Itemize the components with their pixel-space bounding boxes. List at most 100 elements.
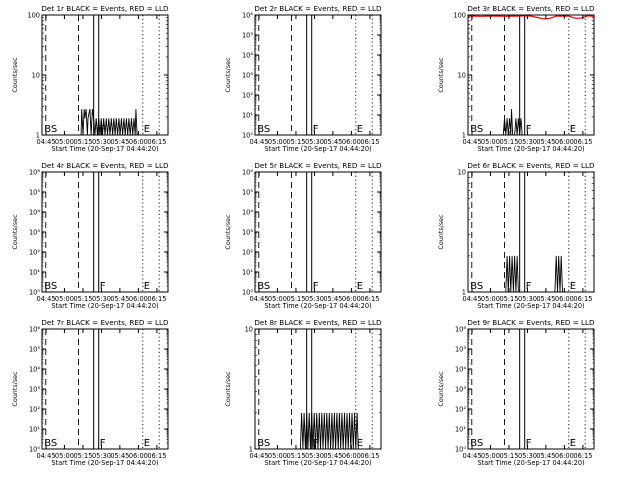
det-8r-xtick-label-5: 06:00 [342, 452, 361, 460]
det-6r-ytick-label-1: 10 [458, 169, 466, 177]
det-6r-marker-bs: BS [470, 281, 483, 292]
det-4r-ytick-label-3: 10³ [29, 229, 40, 237]
det-4r-ytick-label-1: 10¹ [29, 269, 40, 277]
det-2r-xtick-label-3: 05:30 [305, 138, 324, 146]
det-4r-ytick-label-0: 10⁰ [29, 289, 40, 297]
det-6r-marker-e: E [570, 281, 576, 292]
det-5r-ytick-label-6: 10⁶ [242, 169, 253, 177]
det-8r-xtick-label-2: 05:15 [286, 452, 305, 460]
det-4r-xtick-label-2: 05:15 [73, 295, 92, 303]
det-8r-xtick-label-0: 04:45 [250, 452, 269, 460]
det-7r-marker-e: E [144, 438, 150, 449]
det-9r-xtick-label-3: 05:30 [518, 452, 537, 460]
det-1r-panel: Det 1r BLACK = Events, RED = LLD 1 10 100 04… [11, 4, 169, 153]
det-6r-xtick-label-6: 06:15 [573, 295, 592, 303]
det-2r-ytick-label-1: 10¹ [242, 112, 253, 120]
det-9r-marker-f: F [526, 438, 532, 449]
det-9r-xtick-label-5: 06:00 [555, 452, 574, 460]
det-1r-xtick-label-0: 04:45 [37, 138, 56, 146]
det-1r-plot-frame [41, 14, 169, 136]
det-4r-xtick-label-6: 06:15 [147, 295, 166, 303]
det-6r-xtick-label-3: 05:30 [518, 295, 537, 303]
det-1r-series-0 [80, 109, 139, 136]
det-8r-plot-frame [254, 328, 382, 450]
det-1r-xtick-label-4: 05:45 [110, 138, 129, 146]
det-1r-ytick-label-2: 100 [27, 12, 40, 20]
det-1r-xlabel: Start Time (20-Sep-17 04:44:20) [51, 145, 158, 153]
det-1r-ylabel: Counts/sec [11, 57, 19, 93]
det-8r-xlabel: Start Time (20-Sep-17 04:44:20) [264, 459, 371, 467]
det-8r-xtick-label-6: 06:15 [360, 452, 379, 460]
det-7r-xtick-label-3: 05:30 [92, 452, 111, 460]
det-7r-xlabel: Start Time (20-Sep-17 04:44:20) [51, 459, 158, 467]
det-2r-plot-frame [254, 14, 382, 136]
det-4r-ytick-label-4: 10⁴ [29, 209, 40, 217]
det-6r-ytick-label-0: 1 [462, 289, 466, 297]
det-4r-xtick-label-5: 06:00 [129, 295, 148, 303]
det-3r-marker-e: E [570, 124, 576, 135]
det-6r-xlabel: Start Time (20-Sep-17 04:44:20) [477, 302, 584, 310]
det-3r-xlabel: Start Time (20-Sep-17 04:44:20) [477, 145, 584, 153]
det-6r-xtick-label-2: 05:15 [499, 295, 518, 303]
det-2r-ytick-label-6: 10⁶ [242, 12, 253, 20]
det-9r-marker-e: E [570, 438, 576, 449]
det-2r-marker-bs: BS [257, 124, 270, 135]
det-8r-ylabel: Counts/sec [224, 371, 232, 407]
det-3r-series-1 [468, 15, 595, 20]
det-5r-xtick-label-1: 05:00 [268, 295, 287, 303]
det-2r-xlabel: Start Time (20-Sep-17 04:44:20) [264, 145, 371, 153]
det-6r-marker-f: F [526, 281, 532, 292]
det-5r-xlabel: Start Time (20-Sep-17 04:44:20) [264, 302, 371, 310]
det-7r-xtick-label-2: 05:15 [73, 452, 92, 460]
det-5r-xtick-label-4: 05:45 [323, 295, 342, 303]
det-4r-panel: Det 4r BLACK = Events, RED = LLD 10⁰ 10¹ 10… [11, 161, 169, 310]
det-8r-xtick-label-4: 05:45 [323, 452, 342, 460]
det-8r-panel: Det 8r BLACK = Events, RED = LLD 1 10 04:45… [224, 318, 382, 467]
det-5r-marker-f: F [313, 281, 319, 292]
det-2r-ytick-label-3: 10³ [242, 72, 253, 80]
det-7r-ytick-label-6: 10⁶ [29, 326, 40, 334]
det-9r-ytick-label-1: 10¹ [455, 426, 466, 434]
det-7r-xtick-label-5: 06:00 [129, 452, 148, 460]
det-8r-ytick-label-1: 10 [245, 326, 253, 334]
det-9r-ytick-label-3: 10³ [455, 386, 466, 394]
det-1r-marker-e: E [144, 124, 150, 135]
det-5r-ytick-label-1: 10¹ [242, 269, 253, 277]
det-1r-marker-bs: BS [44, 124, 57, 135]
det-7r-ytick-label-1: 10¹ [29, 426, 40, 434]
det-2r-marker-e: E [357, 124, 363, 135]
det-7r-ytick-label-4: 10⁴ [29, 366, 40, 374]
det-8r-series-0 [299, 412, 359, 450]
det-4r-ytick-label-6: 10⁶ [29, 169, 40, 177]
det-8r-marker-f: F [313, 438, 319, 449]
det-4r-xtick-label-4: 05:45 [110, 295, 129, 303]
det-5r-ytick-label-0: 10⁰ [242, 289, 253, 297]
det-8r-title: Det 8r BLACK = Events, RED = LLD [254, 318, 382, 327]
det-5r-marker-bs: BS [257, 281, 270, 292]
det-3r-series-0 [502, 109, 524, 136]
det-2r-title: Det 2r BLACK = Events, RED = LLD [254, 4, 382, 13]
det-2r-panel: Det 2r BLACK = Events, RED = LLD 10⁰ 10¹ 10… [224, 4, 382, 153]
det-6r-xtick-label-0: 04:45 [463, 295, 482, 303]
det-5r-ytick-label-4: 10⁴ [242, 209, 253, 217]
det-9r-ytick-label-5: 10⁵ [455, 346, 466, 354]
det-2r-ytick-label-2: 10² [242, 92, 253, 100]
det-6r-ylabel: Counts/sec [437, 214, 445, 250]
det-4r-marker-bs: BS [44, 281, 57, 292]
det-5r-title: Det 5r BLACK = Events, RED = LLD [254, 161, 382, 170]
det-4r-ytick-label-5: 10⁵ [29, 189, 40, 197]
det-3r-ytick-label-2: 100 [453, 12, 466, 20]
det-2r-xtick-label-1: 05:00 [268, 138, 287, 146]
det-3r-ylabel: Counts/sec [437, 57, 445, 93]
det-9r-title: Det 9r BLACK = Events, RED = LLD [467, 318, 595, 327]
det-8r-ytick-label-0: 1 [249, 446, 253, 454]
det-4r-xlabel: Start Time (20-Sep-17 04:44:20) [51, 302, 158, 310]
det-1r-xtick-label-1: 05:00 [55, 138, 74, 146]
det-6r-plot-frame [467, 171, 595, 293]
det-5r-xtick-label-3: 05:30 [305, 295, 324, 303]
det-1r-xtick-label-3: 05:30 [92, 138, 111, 146]
det-9r-plot-frame [467, 328, 595, 450]
det-6r-xtick-label-1: 05:00 [481, 295, 500, 303]
